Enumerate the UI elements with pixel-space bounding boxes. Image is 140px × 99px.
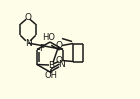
Text: O: O (24, 13, 32, 22)
Text: F: F (39, 44, 45, 53)
Text: O: O (55, 41, 62, 50)
Text: HO: HO (42, 33, 55, 42)
Text: B: B (48, 61, 54, 70)
Text: OH: OH (45, 70, 58, 79)
Text: O: O (55, 56, 62, 65)
Text: N: N (25, 39, 31, 48)
Text: N: N (59, 60, 65, 69)
